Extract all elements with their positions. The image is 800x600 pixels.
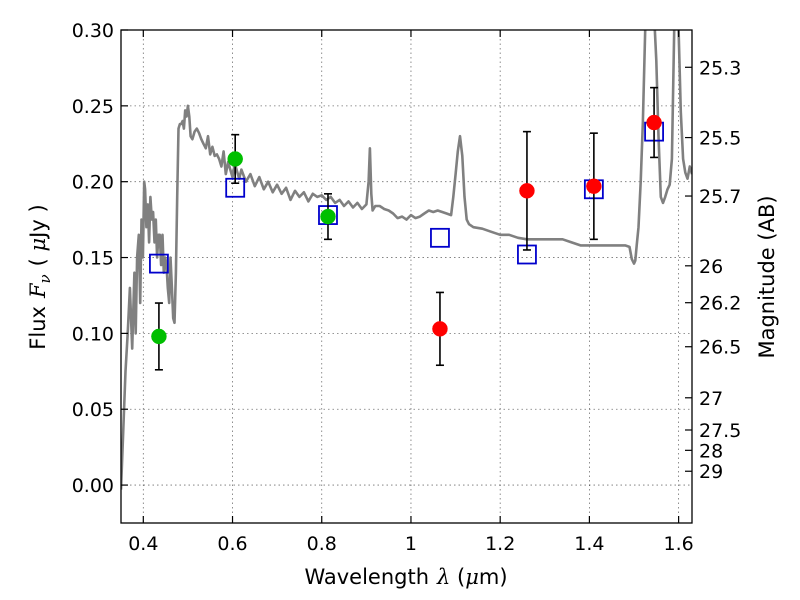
x-axis-label-unit-mu: μ: [465, 565, 479, 589]
mag-tick-label: 28: [699, 440, 723, 462]
y-tick-label: 0.00: [72, 475, 114, 497]
mag-tick-label: 27: [699, 388, 723, 410]
x-tick-label: 1: [405, 533, 417, 555]
y-tick-label: 0.10: [72, 323, 114, 345]
model-square: [430, 227, 450, 248]
x-tick-label: 0.4: [128, 533, 158, 555]
y-axis-label-text: Flux: [26, 306, 50, 350]
x-axis-label-symbol: λ: [436, 565, 450, 589]
y-tick-label: 0.25: [72, 96, 114, 118]
y-axis-label-symbol: F: [26, 282, 50, 299]
mag-tick-label: 26.2: [699, 293, 741, 315]
mag-tick-label: 27.5: [699, 420, 741, 442]
model-spectrum-layer: [121, 30, 692, 490]
y-tick-label: 0.30: [72, 20, 114, 42]
x-axis-label-text: Wavelength: [304, 565, 429, 589]
flux-point: [151, 328, 167, 345]
y-axis-label-unit-open: (: [26, 251, 50, 266]
model-square: [149, 253, 169, 274]
y-axis-label-subscript: ν: [36, 274, 54, 283]
flux-point: [227, 151, 243, 167]
x-tick-label: 1.6: [664, 533, 694, 555]
axis-ticks: 0.4 0.6 0.8 1 1.2 1.4 1.6 0.00 0.05 0.10 0.15 0.20 0…: [72, 20, 742, 555]
x-tick-label: 1.4: [574, 533, 604, 555]
y-axis-label-unit-mu: μ: [26, 238, 50, 252]
grid-lines: [121, 29, 692, 523]
x-tick-label: 0.8: [307, 533, 337, 555]
flux-point: [586, 178, 602, 194]
mag-tick-label: 29: [699, 461, 723, 483]
x-axis-label-unit-open: (: [450, 565, 465, 589]
mag-tick-label: 25.5: [699, 128, 741, 150]
x-tick-label: 0.6: [217, 533, 247, 555]
spectrum-line: [121, 30, 692, 490]
data-points-layer: [149, 86, 664, 371]
flux-point: [519, 183, 535, 199]
y-axis-label-unit-close: Jy ): [26, 204, 50, 240]
y-tick-label: 0.05: [72, 399, 114, 421]
mag-tick-label: 26.5: [699, 337, 741, 359]
mag-tick-label: 25.7: [699, 186, 741, 208]
flux-point: [432, 321, 448, 337]
y-tick-label: 0.20: [72, 172, 114, 194]
flux-point: [320, 208, 336, 225]
plot-frame: [120, 29, 693, 524]
right-axis-label: Magnitude (AB): [755, 195, 779, 358]
y-tick-label: 0.15: [72, 248, 114, 270]
mag-tick-label: 26: [699, 256, 723, 278]
y-axis-label: Flux Fν ( μJy ): [26, 204, 54, 349]
flux-point: [646, 114, 662, 131]
x-tick-label: 1.2: [485, 533, 515, 555]
x-axis-label: Wavelength λ (μm): [304, 565, 507, 589]
mag-tick-label: 25.3: [699, 57, 741, 79]
x-axis-label-unit-close: m): [479, 565, 508, 589]
